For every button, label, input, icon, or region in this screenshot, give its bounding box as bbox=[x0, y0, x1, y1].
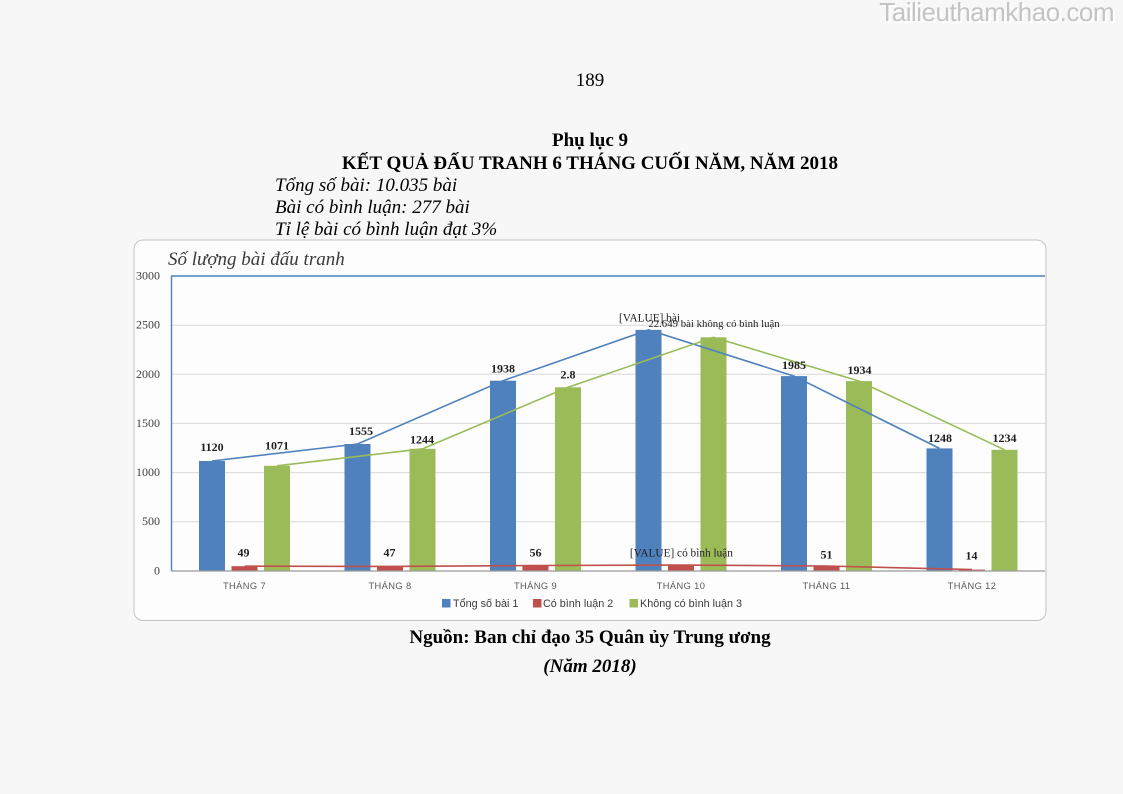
svg-text:2500: 2500 bbox=[136, 318, 160, 332]
svg-text:[VALUE] có bình luận: [VALUE] có bình luận bbox=[630, 548, 733, 560]
svg-text:Tổng số bài 1: Tổng số bài 1 bbox=[453, 598, 518, 610]
svg-text:THÁNG 11: THÁNG 11 bbox=[803, 581, 851, 591]
svg-text:Số lượng bài đấu tranh: Số lượng bài đấu tranh bbox=[168, 249, 345, 270]
svg-text:1248: 1248 bbox=[928, 431, 952, 445]
svg-text:49: 49 bbox=[238, 546, 250, 560]
svg-text:Có bình luận 2: Có bình luận 2 bbox=[543, 598, 613, 610]
svg-text:1000: 1000 bbox=[136, 465, 160, 479]
svg-text:1985: 1985 bbox=[782, 358, 806, 372]
svg-text:1938: 1938 bbox=[491, 362, 515, 376]
svg-text:51: 51 bbox=[821, 548, 833, 562]
svg-text:Không có bình luận 3: Không có bình luận 3 bbox=[640, 598, 742, 610]
svg-text:2.8: 2.8 bbox=[561, 368, 576, 382]
svg-text:0: 0 bbox=[154, 563, 160, 577]
svg-text:47: 47 bbox=[384, 546, 396, 560]
svg-text:THÁNG 9: THÁNG 9 bbox=[514, 581, 557, 591]
svg-text:THÁNG 7: THÁNG 7 bbox=[223, 581, 266, 591]
svg-text:1500: 1500 bbox=[136, 416, 160, 430]
svg-text:1555: 1555 bbox=[349, 424, 373, 438]
svg-text:56: 56 bbox=[530, 546, 542, 560]
svg-text:1234: 1234 bbox=[993, 431, 1017, 445]
svg-text:2000: 2000 bbox=[136, 367, 160, 381]
svg-text:1244: 1244 bbox=[410, 433, 434, 447]
svg-text:14: 14 bbox=[966, 549, 978, 563]
svg-text:22.649 bài không có bình luận: 22.649 bài không có bình luận bbox=[648, 318, 780, 330]
svg-text:1071: 1071 bbox=[265, 439, 289, 453]
svg-text:THÁNG 10: THÁNG 10 bbox=[657, 581, 706, 591]
svg-text:1120: 1120 bbox=[200, 440, 223, 454]
svg-text:THÁNG 8: THÁNG 8 bbox=[368, 581, 411, 591]
svg-text:3000: 3000 bbox=[136, 269, 160, 283]
svg-text:THÁNG 12: THÁNG 12 bbox=[948, 581, 997, 591]
svg-text:500: 500 bbox=[142, 514, 160, 528]
svg-text:[VALUE] bài: [VALUE] bài bbox=[619, 313, 680, 325]
svg-text:1934: 1934 bbox=[848, 363, 872, 377]
